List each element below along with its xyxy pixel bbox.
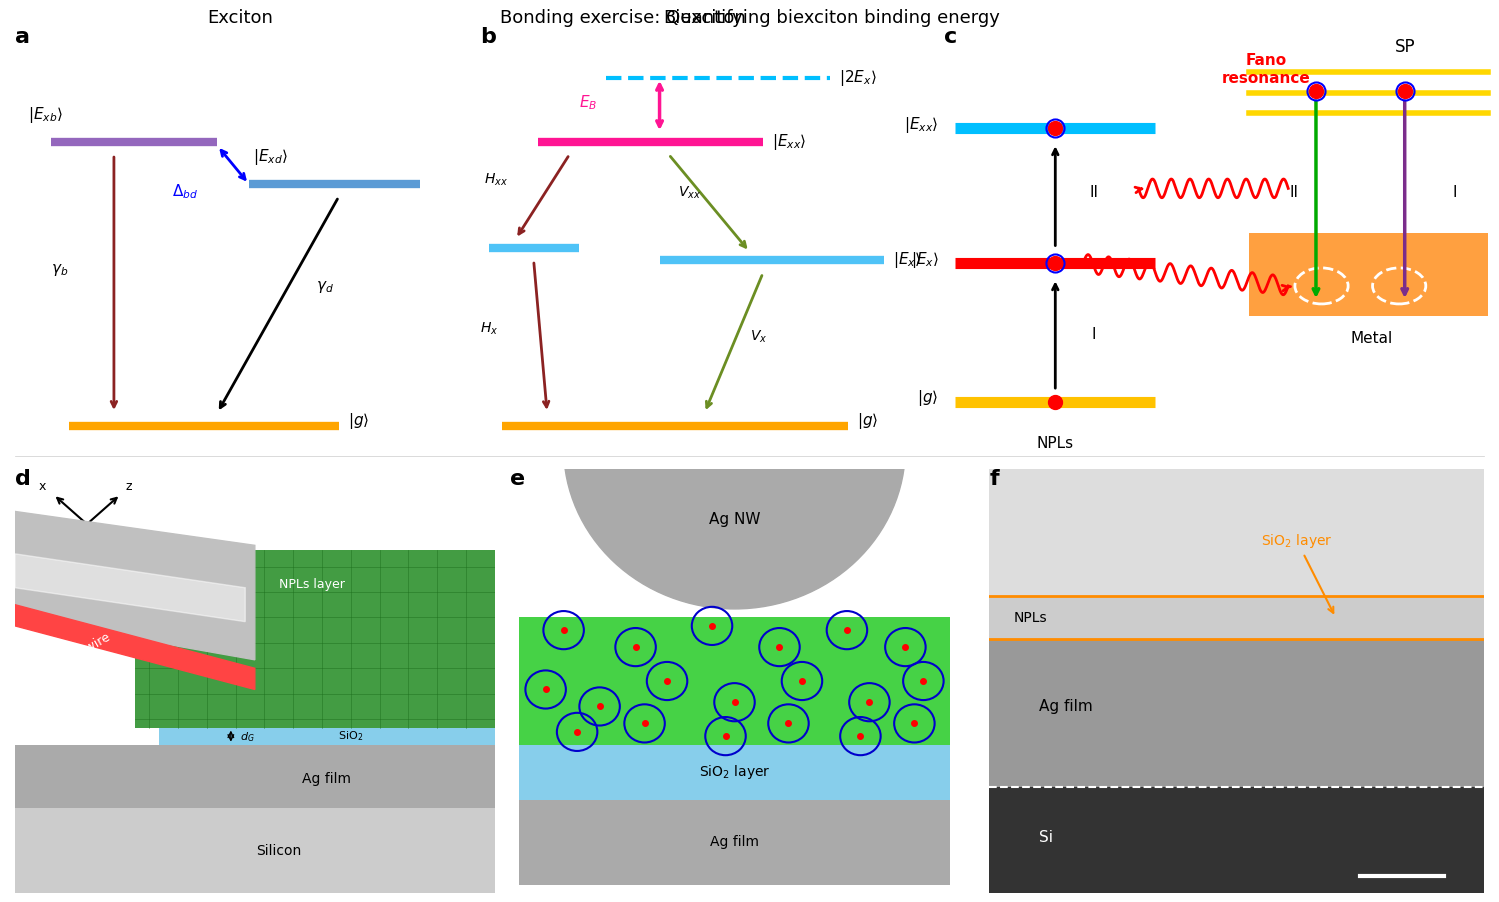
Text: $d_G$: $d_G$ [240,731,255,744]
Text: $\Delta_{bd}$: $\Delta_{bd}$ [172,182,198,201]
Text: $H_{xx}$: $H_{xx}$ [484,172,508,189]
Text: $\gamma_d$: $\gamma_d$ [316,279,334,295]
Text: NPLs: NPLs [1037,436,1073,451]
Text: Ag film: Ag film [1039,699,1093,713]
Wedge shape [564,448,905,609]
Text: II: II [1090,185,1099,199]
Text: NPLs: NPLs [1013,611,1048,625]
FancyBboxPatch shape [989,469,1484,893]
Text: f: f [989,469,998,489]
Polygon shape [15,511,255,659]
Text: Ag nanowire: Ag nanowire [39,630,112,681]
Text: Ag film: Ag film [303,771,351,786]
FancyBboxPatch shape [15,745,495,808]
FancyBboxPatch shape [1249,234,1489,316]
FancyBboxPatch shape [15,808,495,893]
FancyBboxPatch shape [519,800,950,885]
Text: SiO$_2$ layer: SiO$_2$ layer [699,763,770,781]
Text: Silicon: Silicon [256,843,301,858]
Text: $E_B$: $E_B$ [579,94,597,113]
Text: $|E_{xx}\rangle$: $|E_{xx}\rangle$ [772,132,806,152]
Text: $|E_{xd}\rangle$: $|E_{xd}\rangle$ [253,147,288,167]
Text: Fano
resonance: Fano resonance [1222,53,1310,86]
Text: y: y [91,548,99,561]
Text: $V_x$: $V_x$ [750,328,767,345]
FancyBboxPatch shape [989,596,1484,639]
Text: $|E_x\rangle$: $|E_x\rangle$ [911,250,938,270]
Text: $|E_x\rangle$: $|E_x\rangle$ [893,250,922,271]
Title: Biexciton: Biexciton [663,9,747,27]
Polygon shape [15,604,255,689]
Text: Ag NW: Ag NW [709,512,760,528]
FancyBboxPatch shape [989,469,1484,596]
Text: SiO$_2$: SiO$_2$ [339,729,363,743]
Text: SP: SP [1394,38,1415,56]
FancyBboxPatch shape [989,639,1484,787]
Text: $|E_{xx}\rangle$: $|E_{xx}\rangle$ [904,115,938,134]
Text: SiO$_2$ layer: SiO$_2$ layer [1261,532,1333,612]
Text: d: d [15,469,31,489]
Title: Exciton: Exciton [207,9,273,27]
Text: I: I [1453,185,1457,199]
Text: $|g\rangle$: $|g\rangle$ [917,389,938,409]
Text: Si: Si [1039,830,1052,845]
Text: $\gamma_b$: $\gamma_b$ [51,262,69,278]
FancyBboxPatch shape [519,618,950,745]
Text: z: z [126,480,132,493]
Text: c: c [944,27,958,47]
Text: Ag film: Ag film [711,835,758,849]
Text: $V_{xx}$: $V_{xx}$ [678,185,700,201]
Text: Metal: Metal [1351,331,1393,346]
Text: $|g\rangle$: $|g\rangle$ [348,411,369,431]
FancyBboxPatch shape [135,549,495,728]
Text: e: e [510,469,525,489]
Text: $H_x$: $H_x$ [480,320,498,336]
Text: II: II [1289,185,1298,199]
FancyBboxPatch shape [989,787,1484,893]
Text: x: x [39,480,46,493]
Text: NPLs layer: NPLs layer [279,578,345,591]
Text: $|E_{xb}\rangle$: $|E_{xb}\rangle$ [28,105,63,124]
FancyBboxPatch shape [519,745,950,800]
Text: $|g\rangle$: $|g\rangle$ [857,411,878,431]
Text: b: b [480,27,496,47]
Text: Bonding exercise: Quantifying biexciton binding energy: Bonding exercise: Quantifying biexciton … [499,9,1000,27]
Text: $|2E_x\rangle$: $|2E_x\rangle$ [839,68,877,87]
Text: I: I [1091,327,1096,342]
Text: a: a [15,27,30,47]
Polygon shape [15,554,246,621]
FancyBboxPatch shape [159,728,495,745]
